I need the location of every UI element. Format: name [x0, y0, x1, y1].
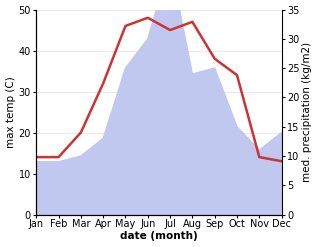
X-axis label: date (month): date (month)	[120, 231, 198, 242]
Y-axis label: max temp (C): max temp (C)	[5, 76, 16, 148]
Y-axis label: med. precipitation (kg/m2): med. precipitation (kg/m2)	[302, 42, 313, 182]
